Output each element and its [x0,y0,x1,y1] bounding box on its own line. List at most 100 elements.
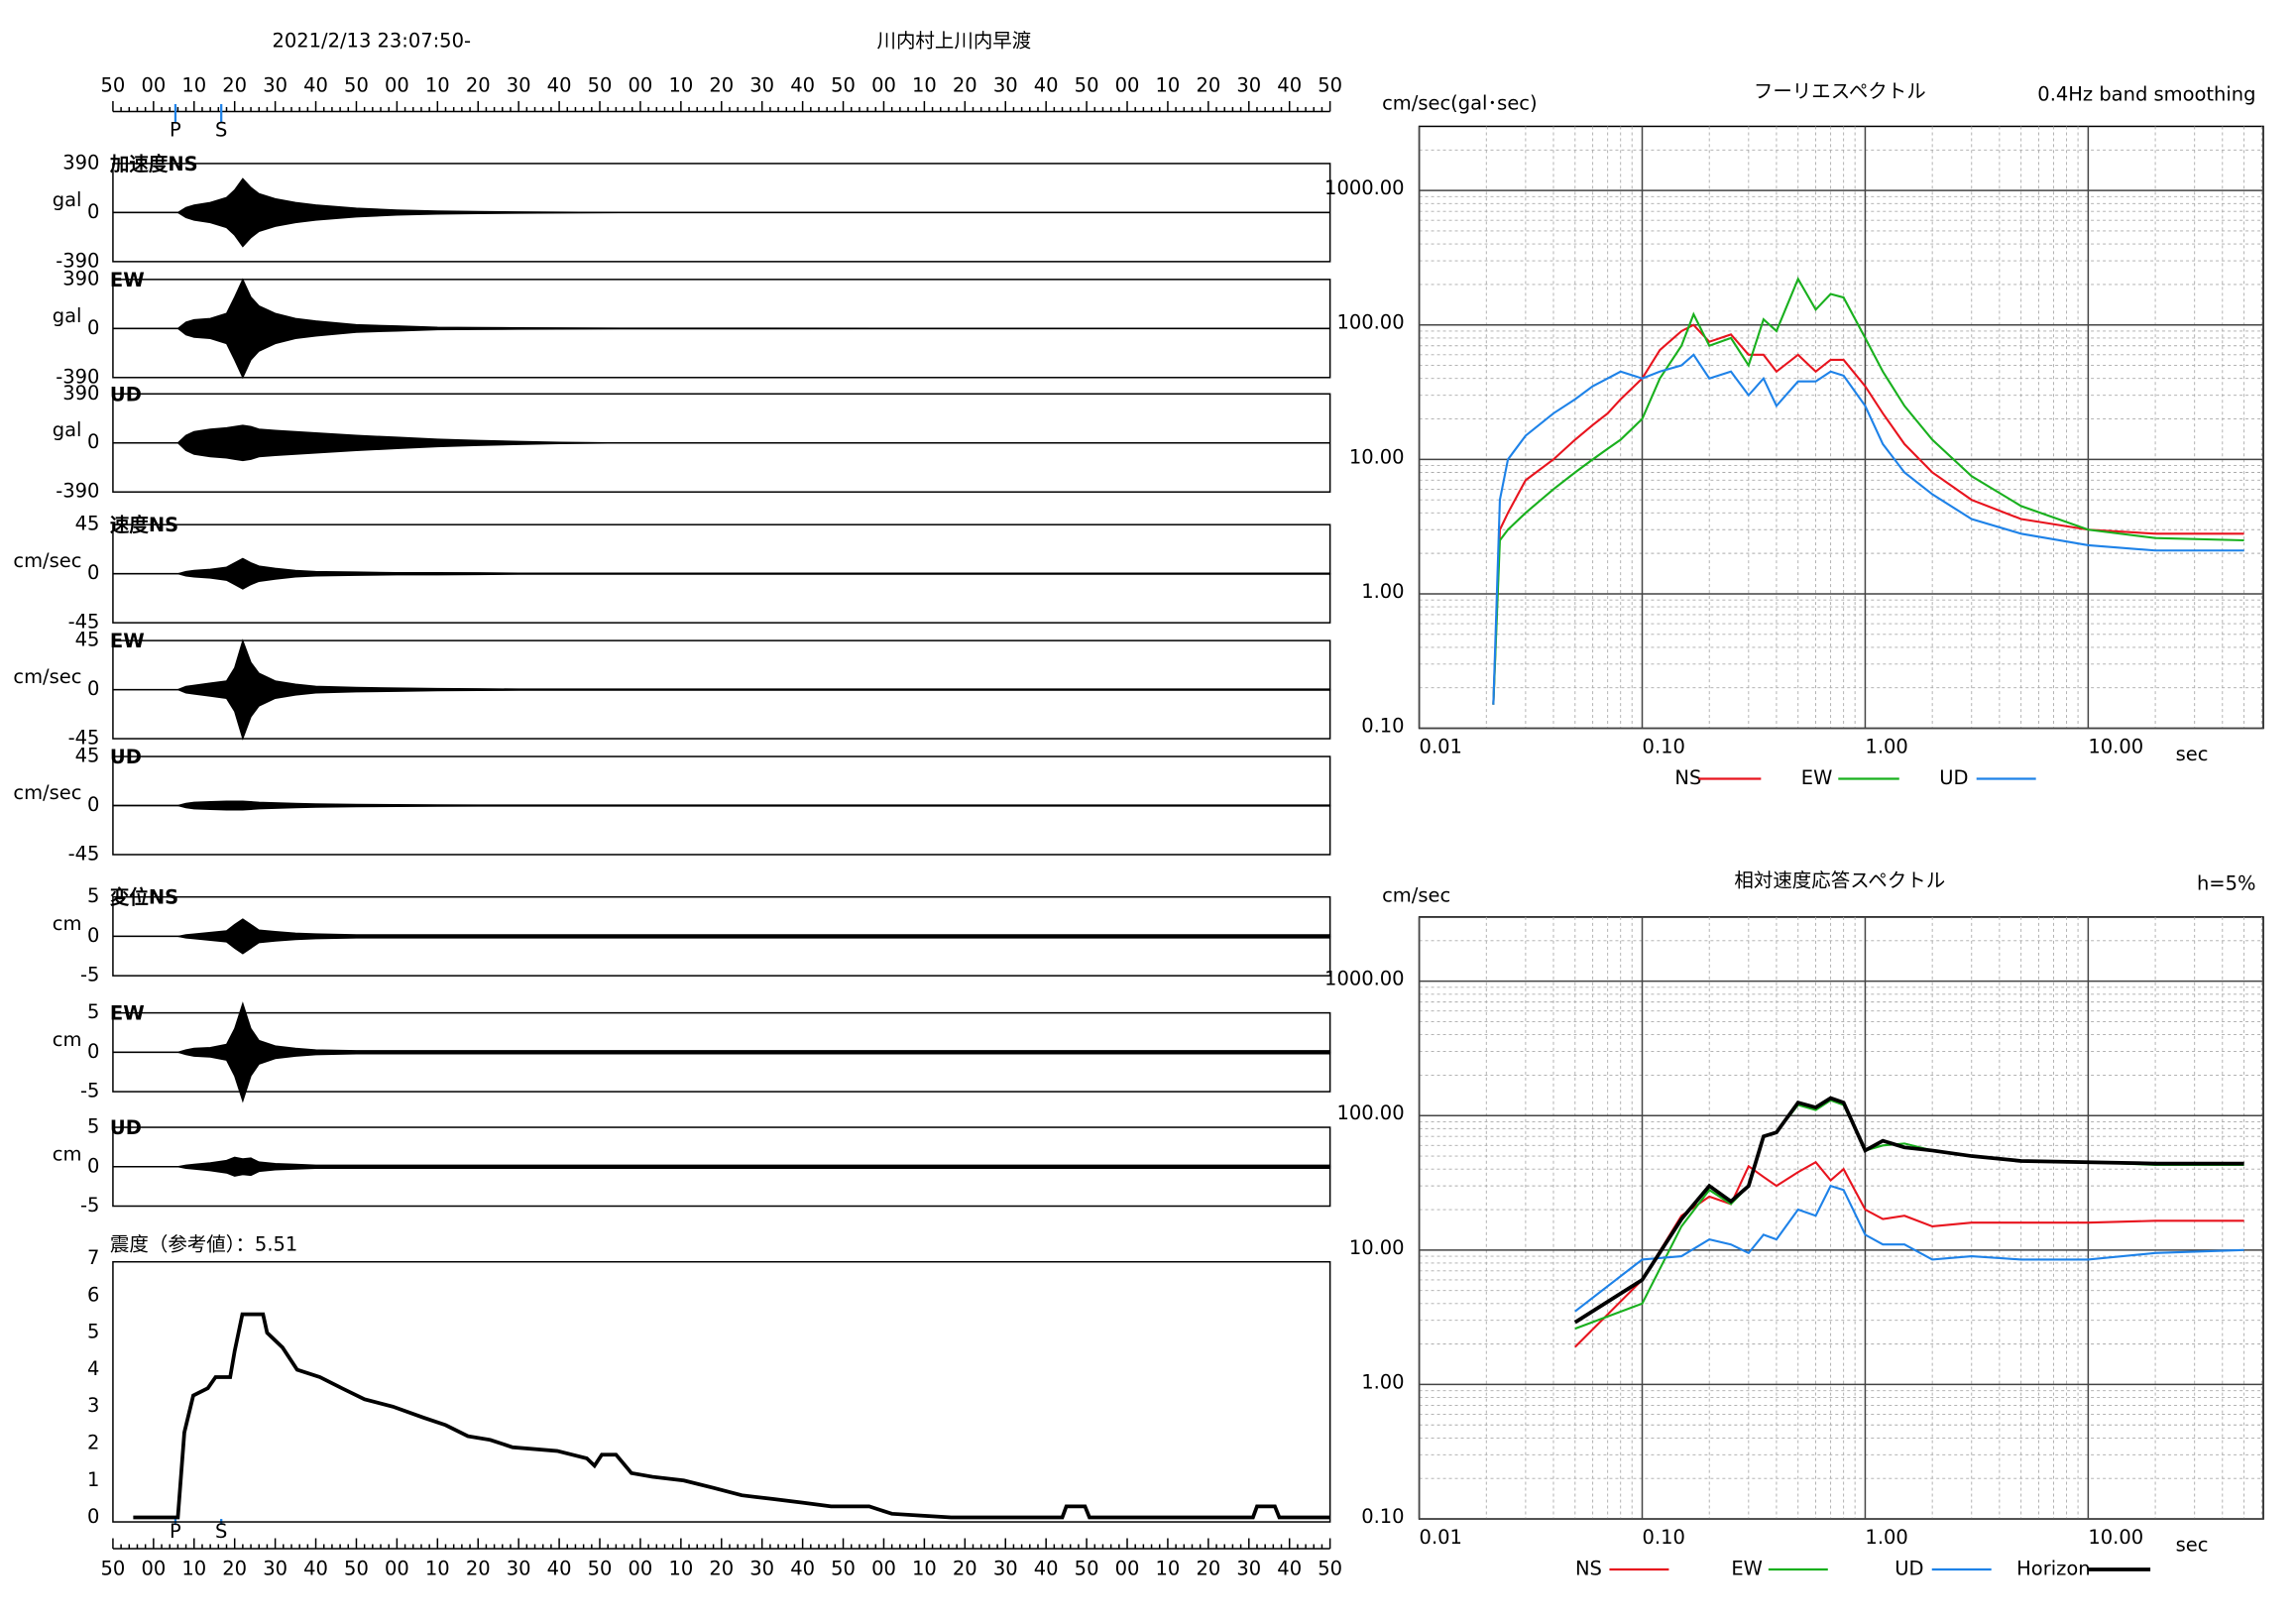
channel-name: 速度NS [110,514,178,536]
plot-frame [1418,125,2264,730]
time-tick-label: 00 [629,1558,653,1580]
legend-label: Horizon [2016,1558,2090,1580]
time-tick-label: 40 [790,1558,815,1580]
time-tick-label: 40 [547,1558,572,1580]
y-tick-label: 0 [87,561,99,584]
spectrum-line [1574,1184,2244,1313]
time-tick-label: 00 [1115,73,1140,96]
channel-name: EW [110,630,145,652]
chart-title: 相対速度応答スペクトル [1734,869,1945,891]
waveform-envelope [112,935,1331,955]
legend-label: NS [1575,1558,1602,1580]
y-axis-label: cm/sec(gal･sec) [1382,91,1538,114]
y-tick-label: 0 [87,200,99,223]
y-tick-label: 45 [75,513,100,535]
x-tick-label: 0.01 [1420,736,1462,758]
x-tick-label: 0.10 [1643,736,1685,758]
y-tick-label: 1.00 [1361,580,1404,603]
unit-label: cm/sec [13,665,81,688]
time-tick-label: 50 [831,73,856,96]
legend-label: UD [1939,766,1968,789]
y-tick-label: 7 [87,1246,99,1269]
time-tick-label: 00 [141,1558,166,1580]
time-tick-label: 30 [263,1558,287,1580]
channel-name: UD [110,383,142,406]
y-tick-label: 10.00 [1349,445,1405,468]
legend-label: EW [1731,1558,1763,1580]
y-tick-label: -390 [56,365,99,388]
waveform-envelope [112,918,1331,938]
time-tick-label: 00 [385,1558,409,1580]
y-tick-label: 0 [87,677,99,700]
waveform-envelope [112,1166,1331,1177]
y-tick-label: 390 [62,151,99,174]
time-tick-label: 00 [871,73,896,96]
time-tick-label: 30 [993,73,1018,96]
unit-label: gal [53,304,82,327]
channel-name: EW [110,1002,145,1025]
y-tick-label: 0.10 [1361,1505,1404,1528]
y-tick-label: 10.00 [1349,1236,1405,1259]
y-tick-label: 390 [62,382,99,405]
unit-label: cm [53,912,82,935]
y-tick-label: 0 [87,1505,99,1528]
time-tick-label: 00 [385,73,409,96]
time-tick-label: 50 [1318,73,1342,96]
time-tick-label: 10 [668,1558,693,1580]
time-tick-label: 50 [588,1558,613,1580]
x-tick-label: 10.00 [2088,736,2143,758]
time-tick-label: 50 [1075,73,1099,96]
unit-label: cm/sec [13,549,81,572]
waveform-envelope [112,442,1330,462]
time-tick-label: 30 [1236,1558,1261,1580]
time-tick-label: 20 [466,73,491,96]
time-tick-label: 50 [101,73,126,96]
time-tick-label: 50 [1318,1558,1342,1580]
y-tick-label: 100.00 [1336,1101,1404,1124]
time-tick-label: 10 [181,1558,206,1580]
time-tick-label: 10 [1156,1558,1181,1580]
time-tick-label: 30 [1236,73,1261,96]
y-tick-label: 45 [75,629,100,651]
y-tick-label: 5 [87,884,99,907]
spectrum-line [1574,1160,2244,1348]
unit-label: cm [53,1142,82,1165]
waveform-envelope [112,424,1330,444]
time-tick-label: 40 [1277,1558,1302,1580]
time-tick-label: 50 [1075,1558,1099,1580]
channel-name: 変位NS [110,886,178,909]
time-tick-label: 50 [344,1558,369,1580]
unit-label: gal [53,418,82,441]
legend-label: EW [1801,766,1833,789]
time-tick-label: 40 [547,73,572,96]
y-tick-label: -45 [68,842,100,865]
phase-label: S [215,1520,227,1543]
time-tick-label: 20 [709,73,734,96]
spectrum-line [1492,276,2244,705]
y-tick-label: -45 [68,611,100,634]
y-tick-label: 0 [87,316,99,339]
time-tick-label: 20 [953,73,977,96]
y-tick-label: 6 [87,1283,99,1306]
time-tick-label: 30 [507,1558,531,1580]
channel-name: UD [110,1116,142,1139]
time-tick-label: 10 [912,1558,937,1580]
y-tick-label: 390 [62,267,99,290]
time-tick-label: 20 [1196,1558,1220,1580]
x-tick-label: 0.01 [1420,1526,1462,1549]
waveform-envelope [112,278,1330,329]
plot-frame [1418,916,2264,1520]
time-tick-label: 20 [222,73,247,96]
waveform-envelope [112,327,1330,380]
time-tick-label: 30 [749,1558,774,1580]
spectrum-line [1573,1096,2244,1325]
legend-label: UD [1894,1558,1923,1580]
time-tick-label: 20 [709,1558,734,1580]
y-tick-label: 1 [87,1468,99,1491]
waveform-envelope [112,1156,1331,1168]
time-tick-label: 20 [466,1558,491,1580]
waveform-envelope [112,573,1331,590]
y-tick-label: 1000.00 [1324,176,1405,199]
phase-label: P [170,1520,181,1543]
